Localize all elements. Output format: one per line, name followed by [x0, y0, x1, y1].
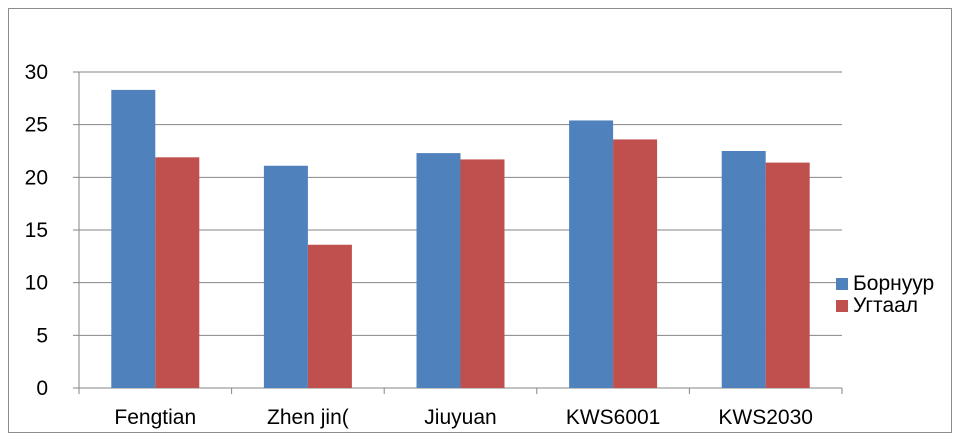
x-tick-label: Fengtian	[114, 406, 196, 429]
bar-series-2-2	[460, 159, 505, 388]
y-tick-label: 15	[25, 219, 48, 242]
y-tick-label: 30	[25, 61, 48, 84]
x-tick-label: KWS2030	[718, 406, 813, 429]
y-tick-labels: 0 5 10 15 20 25 30	[25, 61, 48, 400]
legend-label: Угтаал	[853, 294, 918, 317]
bar-series-1-4	[721, 151, 766, 388]
x-tick-label: Jiuyuan	[424, 406, 496, 429]
bar-series-1-1	[263, 165, 308, 388]
bar-series-2-4	[765, 162, 810, 388]
bar-series-1-0	[111, 89, 156, 388]
y-tick-label: 0	[36, 377, 48, 400]
x-tick-label: Zhen jin(	[267, 406, 349, 429]
x-tick-labels: Fengtian Zhen jin( Jiuyuan KWS6001 KWS2030	[78, 388, 843, 429]
y-tick-label: 5	[36, 324, 48, 347]
y-tick-label: 25	[25, 114, 48, 137]
legend-swatch	[836, 278, 848, 290]
bar-series-1-3	[569, 120, 614, 388]
legend-label: Борнуур	[853, 272, 934, 295]
bars	[111, 89, 810, 388]
bar-series-2-0	[155, 157, 200, 388]
legend-swatch	[836, 300, 848, 312]
bar-series-2-1	[307, 244, 352, 388]
y-tick-label: 10	[25, 272, 48, 295]
y-tick-label: 20	[25, 166, 48, 189]
x-tick-label: KWS6001	[566, 406, 661, 429]
bar-series-1-2	[416, 153, 461, 388]
bar-series-2-3	[613, 139, 658, 388]
